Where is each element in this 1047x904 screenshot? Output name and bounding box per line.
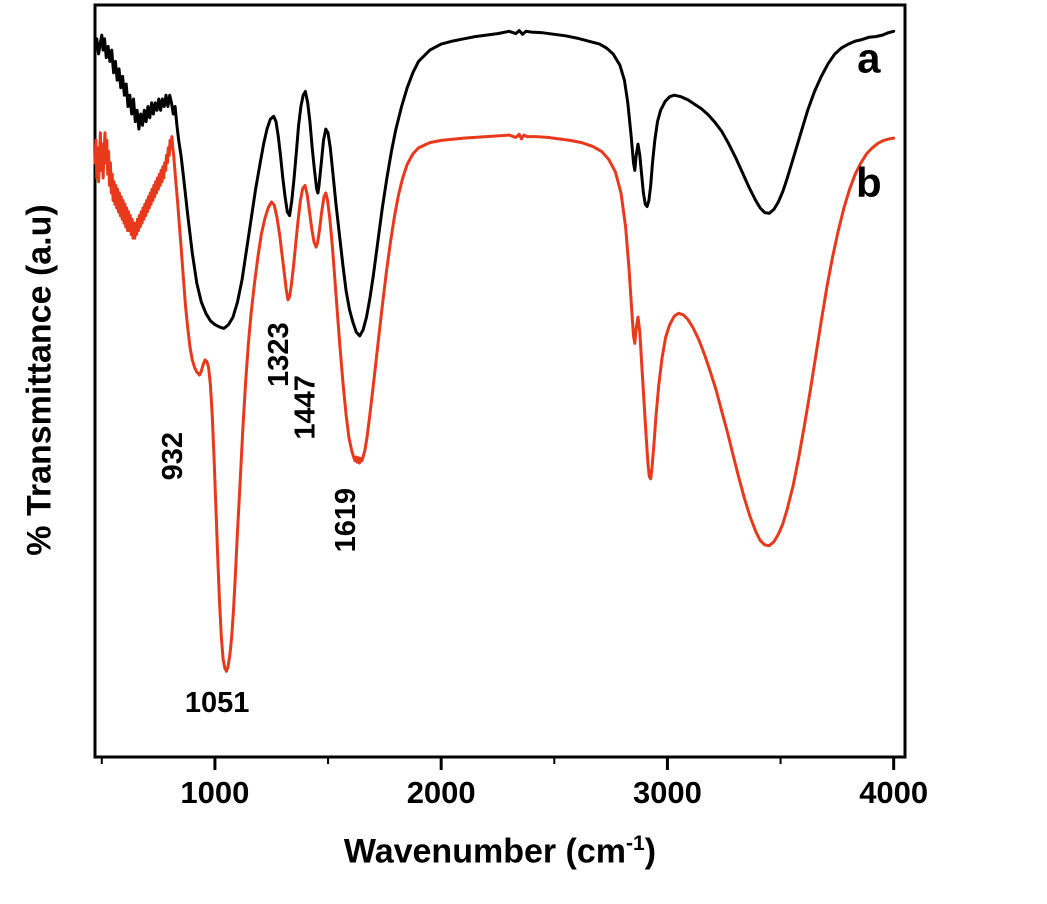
x-axis-title-superscript: -1 [626, 832, 645, 855]
spectrum-curve-b [93, 131, 896, 673]
curve-label-b: b [856, 159, 882, 206]
x-axis-title-close: ) [644, 832, 657, 871]
x-tick-label: 1000 [180, 775, 249, 810]
peak-label-1323: 1323 [263, 322, 295, 387]
peak-label-1447: 1447 [289, 375, 321, 440]
peak-label-1619: 1619 [330, 488, 362, 553]
spectrum-curve-a [93, 29, 896, 338]
peak-label-932: 932 [157, 432, 189, 480]
curve-label-a: a [857, 35, 881, 82]
x-axis-title: Wavenumber (cm-1) [95, 832, 905, 871]
plot-frame [93, 3, 907, 759]
x-tick-label: 2000 [407, 775, 476, 810]
peak-label-1051: 1051 [185, 687, 250, 719]
x-tick-label: 3000 [633, 775, 702, 810]
y-axis-title: % Transmittance (a.u) [20, 204, 59, 556]
x-axis-title-main: Wavenumber (cm [343, 832, 627, 871]
x-tick-label: 4000 [859, 775, 928, 810]
